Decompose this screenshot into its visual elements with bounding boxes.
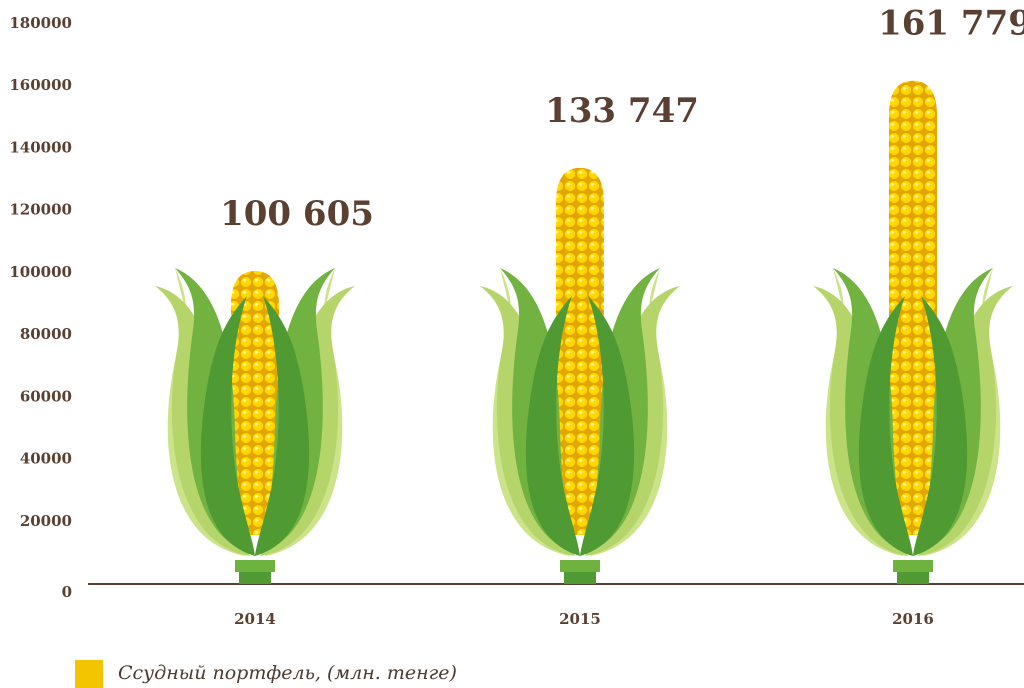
value-label: 133 747 [545,91,699,131]
y-tick-label: 100000 [9,263,72,281]
corn-bar [813,80,1013,584]
x-tick-label: 2015 [559,610,601,628]
y-tick-label: 160000 [9,76,72,94]
y-tick-label: 180000 [9,14,72,32]
stem [560,560,600,572]
husk [858,296,913,556]
y-tick-label: 20000 [20,512,72,530]
value-label: 100 605 [220,194,374,234]
cob [556,167,604,535]
stem [235,560,275,572]
value-label: 161 779 [878,4,1024,44]
husk [200,296,255,556]
x-tick-label: 2014 [234,610,276,628]
husk [913,296,968,556]
husk [580,296,635,556]
y-tick-label: 120000 [9,201,72,219]
x-tick-label: 2016 [892,610,934,628]
cob [231,271,279,535]
y-tick-label: 40000 [20,450,72,468]
legend-label: Ссудный портфель, (млн. тенге) [118,662,457,684]
y-tick-label: 60000 [20,387,72,405]
y-tick-label: 0 [62,583,72,601]
legend-swatch [75,660,103,688]
stem [897,572,929,584]
corn-bar [155,268,355,584]
stem [564,572,596,584]
stem [239,572,271,584]
y-tick-label: 80000 [20,325,72,343]
cob [889,80,937,535]
corn-bar [480,167,680,584]
husk [255,296,310,556]
y-tick-label: 140000 [9,138,72,156]
stem [893,560,933,572]
husk [525,296,580,556]
